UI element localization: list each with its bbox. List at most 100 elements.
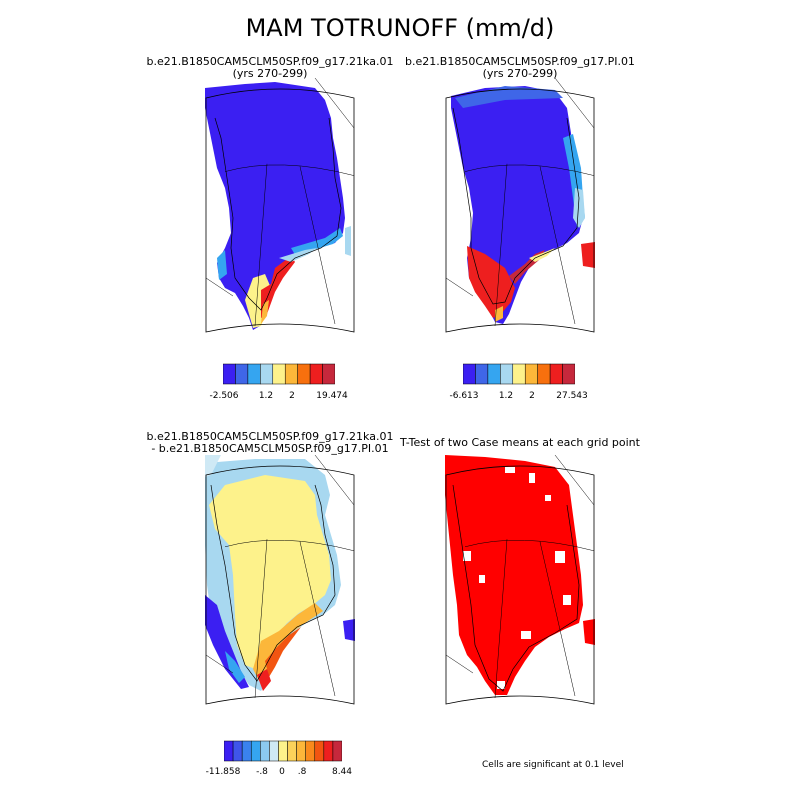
colorbar-swatch <box>537 363 551 385</box>
colorbar1-label-3: 2 <box>289 391 295 401</box>
colorbar-swatch <box>305 740 316 762</box>
parallel-line <box>224 164 355 176</box>
colorbar-case1 <box>223 363 335 385</box>
runoff-orange-region <box>495 306 503 322</box>
diff-red-orange-region <box>265 627 301 677</box>
non-significant-cell <box>463 551 471 561</box>
colorbar-swatch <box>332 740 342 762</box>
map-panel-diff <box>205 455 355 705</box>
colorbar-swatch <box>562 363 575 385</box>
colorbar-swatch <box>235 363 249 385</box>
ice-sheet-region <box>451 86 583 324</box>
colorbar-swatch <box>296 740 306 762</box>
runoff-island-region <box>581 242 595 268</box>
colorbar-swatch <box>524 363 538 385</box>
meridian-line <box>314 78 355 129</box>
non-significant-cell <box>563 595 571 605</box>
runoff-red-region <box>467 246 515 318</box>
panel4-title: T-Test of two Case means at each grid po… <box>380 437 660 449</box>
colorbar3-label-min: -11.858 <box>205 767 241 777</box>
panel3-title-line1: b.e21.B1850CAM5CLM50SP.f09_g17.21ka.01 <box>146 430 394 443</box>
panel3-title: b.e21.B1850CAM5CLM50SP.f09_g17.21ka.01 -… <box>140 431 400 455</box>
parallel-line <box>464 539 595 552</box>
colorbar-swatch <box>278 740 288 762</box>
runoff-red-region <box>261 256 295 318</box>
colorbar-swatch <box>512 363 526 385</box>
diff-lightblue-region <box>225 651 245 683</box>
colorbar1-label-min: -2.506 <box>209 391 239 401</box>
panel4-title-line1: T-Test of two Case means at each grid po… <box>400 436 640 449</box>
non-significant-cell <box>479 575 485 583</box>
colorbar1-label-2: 1.2 <box>258 391 274 401</box>
colorbar-swatch <box>297 363 311 385</box>
colorbar-swatch <box>314 740 325 762</box>
colorbar-diff <box>224 740 342 762</box>
colorbar-case2 <box>463 363 575 385</box>
colorbar-swatch <box>309 363 323 385</box>
colorbar-swatch <box>287 740 297 762</box>
diff-corner-region <box>205 455 221 477</box>
significant-island-region <box>583 619 595 645</box>
colorbar-swatch <box>463 363 476 385</box>
panel1-title: b.e21.B1850CAM5CLM50SP.f09_g17.21ka.01 (… <box>140 56 400 80</box>
map-border <box>205 88 355 333</box>
coastline <box>210 484 336 682</box>
coastline <box>452 484 580 692</box>
meridian-line <box>299 541 336 697</box>
colorbar3-label-4: .8 <box>297 767 307 777</box>
runoff-paleblue-region <box>573 188 585 228</box>
parallel-line <box>464 164 595 176</box>
map-panel-case2 <box>445 78 595 333</box>
diff-island-region <box>343 619 355 641</box>
panel2-title-line1: b.e21.B1850CAM5CLM50SP.f09_g17.PI.01 <box>405 55 635 68</box>
non-significant-cell <box>497 681 505 689</box>
colorbar-swatch <box>241 740 252 762</box>
colorbar-swatch <box>322 363 335 385</box>
panel2-title-line2: (yrs 270-299) <box>482 67 558 80</box>
colorbar-swatch <box>260 363 274 385</box>
diff-yellow-region <box>209 475 331 669</box>
meridian-line <box>445 277 474 297</box>
meridian-line <box>554 78 595 129</box>
parallel-line <box>224 539 355 552</box>
ice-sheet-region <box>205 82 345 330</box>
colorbar2-label-max: 27.543 <box>556 391 588 401</box>
colorbar-swatch <box>247 363 261 385</box>
colorbar-swatch <box>223 363 236 385</box>
panel3-title-line2: - b.e21.B1850CAM5CLM50SP.f09_g17.PI.01 <box>151 442 389 455</box>
meridian-line <box>299 166 336 325</box>
colorbar-swatch <box>475 363 489 385</box>
colorbar3-label-2: -.8 <box>256 767 268 777</box>
meridian-line <box>254 163 268 327</box>
coastline <box>452 107 580 305</box>
panel2-title: b.e21.B1850CAM5CLM50SP.f09_g17.PI.01 (yr… <box>390 56 650 80</box>
colorbar3-label-max: 8.44 <box>331 767 353 777</box>
runoff-island-region <box>345 226 351 256</box>
colorbar-swatch <box>250 740 261 762</box>
panel1-title-line2: (yrs 270-299) <box>232 67 308 80</box>
colorbar-swatch <box>487 363 501 385</box>
significance-note: Cells are significant at 0.1 level <box>482 760 624 770</box>
colorbar1-label-max: 19.474 <box>316 391 348 401</box>
panel1-title-line1: b.e21.B1850CAM5CLM50SP.f09_g17.21ka.01 <box>146 55 394 68</box>
meridian-line <box>494 163 508 327</box>
colorbar-swatch <box>549 363 563 385</box>
meridian-line <box>494 539 508 699</box>
map-border <box>445 88 595 333</box>
meridian-line <box>554 455 595 506</box>
non-significant-cell <box>521 631 531 639</box>
map-border <box>205 465 355 705</box>
map-panel-ttest <box>445 455 595 705</box>
colorbar2-label-3: 2 <box>529 391 535 401</box>
runoff-blue-edge-region <box>455 86 563 108</box>
meridian-line <box>205 654 234 674</box>
colorbar-swatch <box>269 740 279 762</box>
map-panel-case1 <box>205 78 355 333</box>
meridian-line <box>254 539 268 699</box>
colorbar3-label-3: 0 <box>279 767 285 777</box>
non-significant-cell <box>505 467 515 473</box>
colorbar-swatch <box>500 363 514 385</box>
non-significant-cell <box>555 551 565 563</box>
runoff-paleblue-region <box>279 248 317 262</box>
colorbar2-label-2: 1.2 <box>498 391 514 401</box>
